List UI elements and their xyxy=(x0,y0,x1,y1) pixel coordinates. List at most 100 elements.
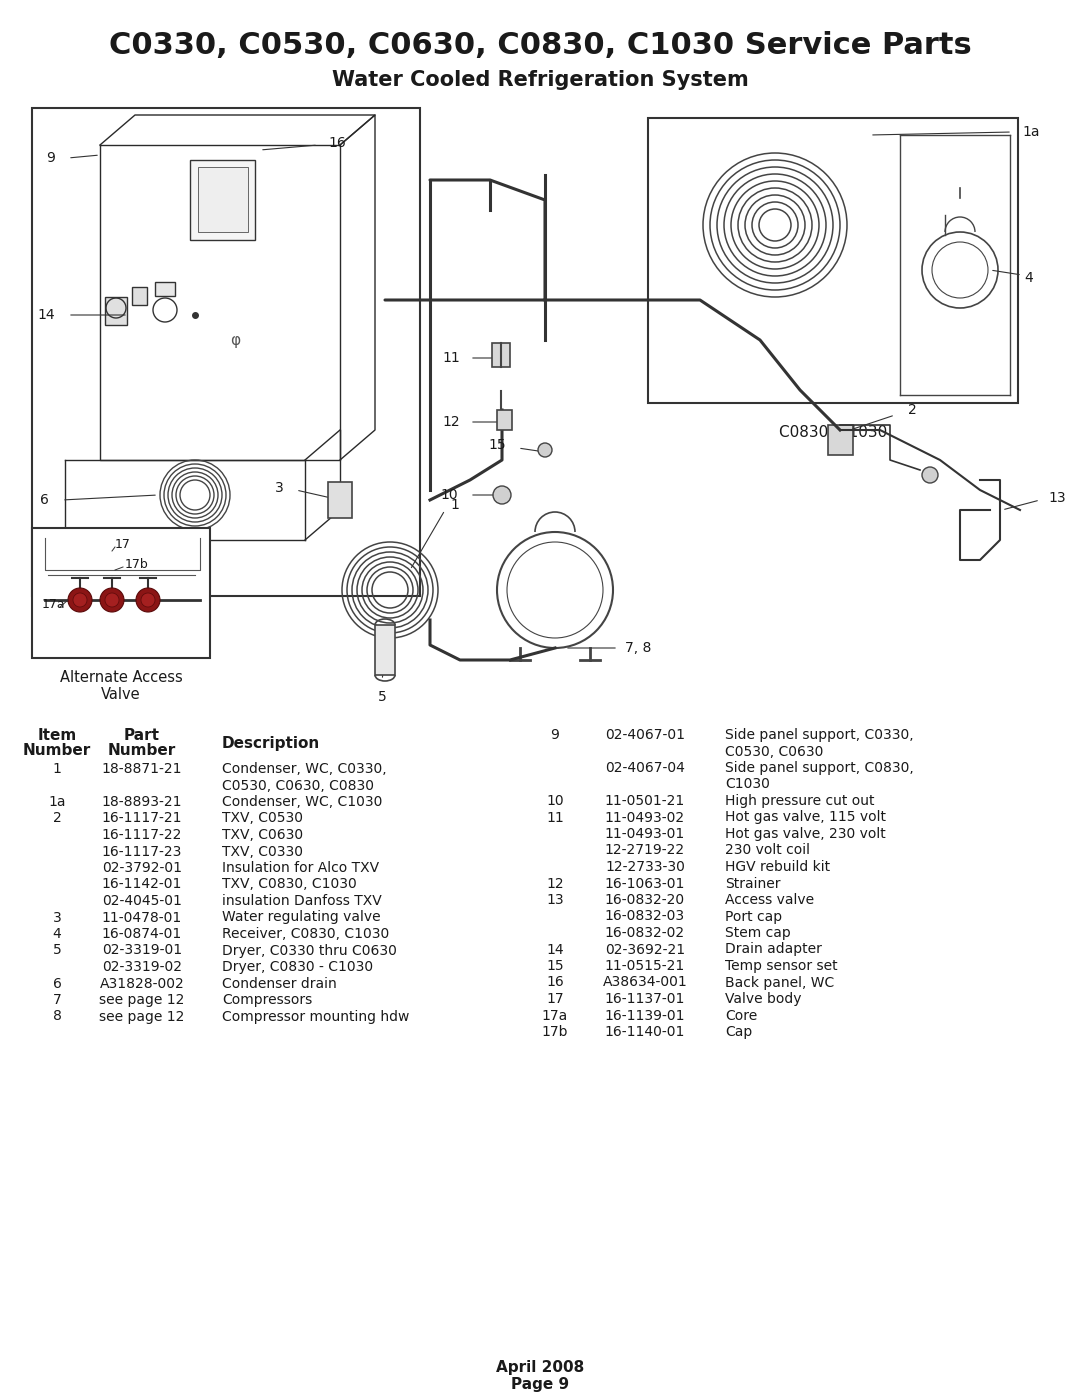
Text: HGV rebuild kit: HGV rebuild kit xyxy=(725,861,831,875)
Text: 15: 15 xyxy=(546,958,564,972)
Text: Item: Item xyxy=(38,728,77,743)
Text: 230 volt coil: 230 volt coil xyxy=(725,844,810,858)
Text: 16: 16 xyxy=(546,975,564,989)
Text: 11-0515-21: 11-0515-21 xyxy=(605,958,685,972)
Text: 8: 8 xyxy=(53,1010,62,1024)
Text: 11-0493-02: 11-0493-02 xyxy=(605,810,685,824)
Bar xyxy=(828,425,853,455)
Text: Insulation for Alco TXV: Insulation for Alco TXV xyxy=(222,861,379,875)
Text: 16-1117-23: 16-1117-23 xyxy=(102,845,183,859)
Text: 02-3692-21: 02-3692-21 xyxy=(605,943,685,957)
Text: 13: 13 xyxy=(1048,490,1066,504)
Text: 13: 13 xyxy=(546,893,564,907)
Text: 11: 11 xyxy=(546,810,564,824)
Text: Drain adapter: Drain adapter xyxy=(725,943,822,957)
Text: TXV, C0830, C1030: TXV, C0830, C1030 xyxy=(222,877,356,891)
Text: 4: 4 xyxy=(53,928,62,942)
Text: Cap: Cap xyxy=(725,1025,753,1039)
Text: 7: 7 xyxy=(53,993,62,1007)
Text: TXV, C0630: TXV, C0630 xyxy=(222,828,303,842)
Text: 5: 5 xyxy=(53,943,62,957)
Bar xyxy=(156,282,175,296)
Text: C0830, C1030: C0830, C1030 xyxy=(779,425,887,440)
Text: C1030: C1030 xyxy=(725,778,770,792)
Text: Strainer: Strainer xyxy=(725,876,781,890)
Text: Receiver, C0830, C1030: Receiver, C0830, C1030 xyxy=(222,928,389,942)
Text: Back panel, WC: Back panel, WC xyxy=(725,975,834,989)
Bar xyxy=(198,168,248,232)
Text: Hot gas valve, 230 volt: Hot gas valve, 230 volt xyxy=(725,827,886,841)
Text: 14: 14 xyxy=(546,943,564,957)
Text: 10: 10 xyxy=(441,488,458,502)
Text: 1a: 1a xyxy=(49,795,66,809)
Text: 17: 17 xyxy=(546,992,564,1006)
Text: Alternate Access
Valve: Alternate Access Valve xyxy=(59,671,183,703)
Text: Number: Number xyxy=(23,743,91,759)
Text: 16: 16 xyxy=(328,136,346,149)
Text: 2: 2 xyxy=(908,402,917,416)
Text: 17b: 17b xyxy=(542,1025,568,1039)
Text: 12: 12 xyxy=(546,876,564,890)
Text: Valve body: Valve body xyxy=(725,992,801,1006)
Text: 3: 3 xyxy=(53,911,62,925)
Text: 16-1117-22: 16-1117-22 xyxy=(102,828,183,842)
Text: 02-4045-01: 02-4045-01 xyxy=(103,894,181,908)
Text: 02-3319-02: 02-3319-02 xyxy=(102,960,183,974)
Circle shape xyxy=(73,592,87,608)
Text: 17b: 17b xyxy=(125,559,149,571)
Text: φ: φ xyxy=(230,332,240,348)
Text: 16-1117-21: 16-1117-21 xyxy=(102,812,183,826)
Text: 1: 1 xyxy=(53,761,62,775)
Text: 16-0832-03: 16-0832-03 xyxy=(605,909,685,923)
Text: Compressors: Compressors xyxy=(222,993,312,1007)
Text: 9: 9 xyxy=(46,151,55,165)
Text: 02-3319-01: 02-3319-01 xyxy=(102,943,183,957)
Text: 4: 4 xyxy=(1024,271,1032,285)
Text: 17: 17 xyxy=(114,538,131,552)
Text: Core: Core xyxy=(725,1009,757,1023)
Text: 6: 6 xyxy=(40,493,49,507)
Text: Side panel support, C0330,: Side panel support, C0330, xyxy=(725,728,914,742)
Text: Condenser drain: Condenser drain xyxy=(222,977,337,990)
Text: 5: 5 xyxy=(378,690,387,704)
Text: see page 12: see page 12 xyxy=(99,993,185,1007)
Text: 16-1140-01: 16-1140-01 xyxy=(605,1025,685,1039)
Text: 02-4067-01: 02-4067-01 xyxy=(605,728,685,742)
Text: 11-0478-01: 11-0478-01 xyxy=(102,911,183,925)
Bar xyxy=(132,286,147,305)
Circle shape xyxy=(100,588,124,612)
Text: Stem cap: Stem cap xyxy=(725,926,791,940)
Text: 18-8871-21: 18-8871-21 xyxy=(102,761,183,775)
Text: 12-2719-22: 12-2719-22 xyxy=(605,844,685,858)
Text: C0530, C0630: C0530, C0630 xyxy=(725,745,823,759)
Text: 16-1139-01: 16-1139-01 xyxy=(605,1009,685,1023)
Bar xyxy=(375,624,395,675)
Text: A31828-002: A31828-002 xyxy=(99,977,185,990)
Text: 17a: 17a xyxy=(542,1009,568,1023)
Text: insulation Danfoss TXV: insulation Danfoss TXV xyxy=(222,894,381,908)
Bar xyxy=(492,344,510,367)
Text: Compressor mounting hdw: Compressor mounting hdw xyxy=(222,1010,409,1024)
Text: Page 9: Page 9 xyxy=(511,1377,569,1391)
Text: 16-0874-01: 16-0874-01 xyxy=(102,928,183,942)
Circle shape xyxy=(68,588,92,612)
Text: 1a: 1a xyxy=(1022,124,1039,138)
Text: 16-1063-01: 16-1063-01 xyxy=(605,876,685,890)
Text: 16-0832-20: 16-0832-20 xyxy=(605,893,685,907)
Text: Hot gas valve, 115 volt: Hot gas valve, 115 volt xyxy=(725,810,886,824)
Circle shape xyxy=(141,592,156,608)
Text: Water Cooled Refrigeration System: Water Cooled Refrigeration System xyxy=(332,70,748,89)
Text: C0330, C0530, C0630, C0830, C1030 Service Parts: C0330, C0530, C0630, C0830, C1030 Servic… xyxy=(109,32,971,60)
Text: 11: 11 xyxy=(442,351,460,365)
Circle shape xyxy=(136,588,160,612)
Text: 17a: 17a xyxy=(42,598,66,612)
Text: Access valve: Access valve xyxy=(725,893,814,907)
Text: Side panel support, C0830,: Side panel support, C0830, xyxy=(725,761,914,775)
Text: 6: 6 xyxy=(53,977,62,990)
Text: Water regulating valve: Water regulating valve xyxy=(222,911,380,925)
Text: Dryer, C0830 - C1030: Dryer, C0830 - C1030 xyxy=(222,960,373,974)
Bar xyxy=(32,528,210,658)
Bar xyxy=(105,298,127,326)
Text: A38634-001: A38634-001 xyxy=(603,975,687,989)
Text: TXV, C0330: TXV, C0330 xyxy=(222,845,303,859)
